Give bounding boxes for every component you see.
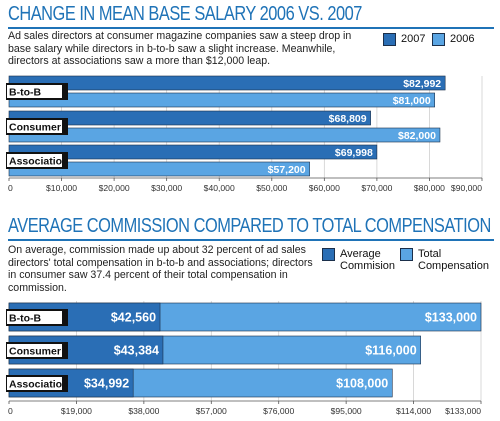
x-tick-label: $80,000 bbox=[414, 183, 445, 193]
x-tick-label: $57,000 bbox=[196, 406, 227, 416]
x-tick-label: $76,000 bbox=[263, 406, 294, 416]
category-label-plate bbox=[7, 311, 62, 324]
data-label-consumer-total-compensation: $116,000 bbox=[365, 344, 416, 358]
category-label-plate bbox=[7, 120, 62, 133]
data-label-association-average-commission: $34,992 bbox=[84, 377, 129, 391]
x-tick-label: $70,000 bbox=[361, 183, 392, 193]
category-label: Consumer bbox=[9, 121, 61, 133]
x-tick-label: $30,000 bbox=[151, 183, 182, 193]
category-label: Association bbox=[9, 155, 69, 167]
category-label: B-to-B bbox=[9, 312, 41, 324]
chart1-description: Ad sales directors at consumer magazine … bbox=[8, 30, 352, 67]
legend-swatch-average-commission bbox=[322, 248, 335, 261]
chart2-title-rule bbox=[8, 239, 494, 241]
data-label-association-2006: $57,200 bbox=[268, 164, 306, 176]
x-tick-label: $20,000 bbox=[99, 183, 130, 193]
x-tick-label: 0 bbox=[8, 406, 13, 416]
category-label: Association bbox=[9, 378, 69, 390]
legend-item-2007: 2007 bbox=[383, 33, 425, 46]
chart1-title-rule bbox=[8, 27, 494, 29]
data-label-b-to-b-2006: $81,000 bbox=[393, 95, 431, 107]
legend-swatch-2007 bbox=[383, 33, 396, 46]
legend-label-2007: 2007 bbox=[401, 33, 426, 45]
x-tick-label: $60,000 bbox=[309, 183, 340, 193]
x-tick-label: $50,000 bbox=[256, 183, 287, 193]
category-label-plate bbox=[7, 154, 62, 167]
category-label-plate bbox=[7, 377, 62, 390]
x-tick-label: $10,000 bbox=[46, 183, 77, 193]
data-label-b-to-b-2007: $82,992 bbox=[403, 78, 441, 90]
chart2-title: AVERAGE COMMISSION COMPARED TO TOTAL COM… bbox=[8, 214, 491, 237]
legend-item-total-compensation: Total Compensation bbox=[400, 248, 498, 272]
legend-swatch-2006 bbox=[432, 33, 445, 46]
x-tick-label: 0 bbox=[8, 183, 13, 193]
data-label-association-2007: $69,998 bbox=[335, 147, 373, 159]
legend-label-average-commission: Average Commision bbox=[340, 248, 396, 272]
data-label-consumer-2006: $82,000 bbox=[398, 130, 436, 142]
x-tick-label: $114,000 bbox=[396, 406, 431, 416]
category-label: Consumer bbox=[9, 345, 61, 357]
legend-item-2006: 2006 bbox=[432, 33, 474, 46]
x-tick-label: $95,000 bbox=[331, 406, 362, 416]
x-tick-label: $38,000 bbox=[128, 406, 159, 416]
chart2-description: On average, commission made up about 32 … bbox=[8, 244, 313, 294]
category-label-plate bbox=[7, 344, 62, 357]
data-label-association-total-compensation: $108,000 bbox=[336, 377, 388, 391]
chart1-title: CHANGE IN MEAN BASE SALARY 2006 VS. 2007 bbox=[8, 2, 362, 25]
x-tick-label: $133,000 bbox=[445, 406, 481, 416]
data-label-consumer-2007: $68,809 bbox=[329, 113, 367, 125]
x-tick-label: $19,000 bbox=[61, 406, 92, 416]
legend-label-total-compensation: Total Compensation bbox=[418, 248, 489, 272]
data-label-b-to-b-total-compensation: $133,000 bbox=[425, 311, 477, 325]
data-label-consumer-average-commission: $43,384 bbox=[114, 344, 159, 358]
legend-label-2006: 2006 bbox=[450, 33, 475, 45]
data-label-b-to-b-average-commission: $42,560 bbox=[111, 311, 156, 325]
x-tick-label: $90,000 bbox=[451, 183, 482, 193]
legend-item-average-commission: Average Commision bbox=[322, 248, 402, 272]
x-tick-label: $40,000 bbox=[204, 183, 235, 193]
category-label-plate bbox=[7, 85, 62, 98]
category-label: B-to-B bbox=[9, 86, 41, 98]
legend-swatch-total-compensation bbox=[400, 248, 413, 261]
